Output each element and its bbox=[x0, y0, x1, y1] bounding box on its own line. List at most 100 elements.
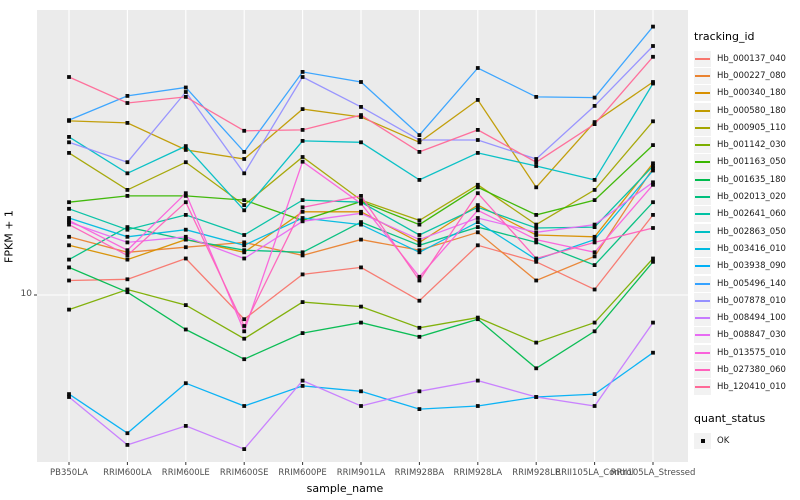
legend-item: Hb_000580_180 bbox=[694, 102, 798, 119]
data-point bbox=[417, 274, 422, 279]
data-point bbox=[534, 157, 539, 161]
data-point bbox=[242, 250, 247, 255]
data-point bbox=[300, 75, 305, 79]
data-point bbox=[417, 278, 422, 283]
legend-key-line-icon bbox=[694, 223, 711, 240]
data-point bbox=[300, 331, 305, 335]
data-point bbox=[183, 85, 188, 90]
x-tick-label: RRIM600LA bbox=[103, 468, 152, 478]
data-point bbox=[417, 222, 422, 227]
data-point bbox=[592, 404, 597, 408]
legend-key-line-icon bbox=[694, 206, 711, 223]
data-point bbox=[359, 222, 363, 227]
data-point bbox=[475, 128, 480, 132]
legend-item-label: Hb_008494_100 bbox=[717, 313, 786, 324]
legend-key-line-icon bbox=[694, 240, 711, 257]
legend-key-line-icon bbox=[694, 119, 711, 136]
data-point bbox=[592, 225, 597, 229]
data-point bbox=[592, 287, 597, 292]
x-tick-label: RRIM600SE bbox=[220, 468, 269, 478]
data-point bbox=[475, 404, 480, 408]
data-point bbox=[67, 234, 71, 239]
data-point bbox=[651, 143, 655, 147]
data-point bbox=[475, 208, 480, 213]
legend-item: Hb_008847_030 bbox=[694, 327, 798, 344]
data-point bbox=[534, 233, 539, 237]
legend-title-quant-status: quant_status bbox=[694, 411, 766, 425]
data-point bbox=[359, 320, 363, 325]
data-point bbox=[242, 240, 247, 245]
data-point bbox=[300, 250, 305, 255]
legend-item-label: Hb_003416_010 bbox=[717, 243, 786, 254]
legend-item: Hb_008494_100 bbox=[694, 309, 798, 327]
data-point bbox=[475, 230, 480, 235]
legend-item-label: Hb_013575_010 bbox=[717, 347, 786, 358]
data-point bbox=[592, 254, 597, 259]
data-point bbox=[592, 178, 597, 182]
data-point bbox=[67, 307, 71, 312]
data-point bbox=[242, 198, 247, 202]
data-point bbox=[125, 160, 130, 165]
data-point bbox=[417, 233, 422, 237]
data-point bbox=[651, 200, 655, 205]
data-point bbox=[417, 237, 422, 242]
data-point bbox=[183, 213, 188, 217]
legend-item-label: Hb_027380_060 bbox=[717, 364, 786, 375]
data-point bbox=[592, 222, 597, 227]
data-point bbox=[300, 128, 305, 132]
data-point bbox=[242, 171, 247, 176]
data-point bbox=[67, 222, 71, 227]
data-point bbox=[67, 206, 71, 211]
data-point bbox=[242, 128, 247, 133]
data-point bbox=[651, 161, 655, 166]
data-point bbox=[125, 171, 130, 176]
data-point bbox=[242, 150, 247, 154]
legend-key-line-icon bbox=[694, 85, 711, 102]
legend-item-label: Hb_007878_010 bbox=[717, 295, 786, 306]
legend-key-line-icon bbox=[694, 379, 711, 396]
data-point bbox=[651, 166, 655, 171]
data-point bbox=[300, 253, 305, 258]
legend-key-line-icon bbox=[694, 292, 711, 309]
data-point bbox=[592, 263, 597, 267]
legend-item-label: Hb_002641_060 bbox=[717, 209, 786, 220]
data-point bbox=[183, 191, 188, 196]
data-point bbox=[125, 227, 130, 232]
data-point bbox=[475, 98, 480, 102]
data-point bbox=[67, 218, 71, 223]
legend-key-line-icon bbox=[694, 361, 711, 378]
data-point bbox=[651, 350, 655, 355]
data-point bbox=[534, 226, 539, 230]
data-point bbox=[475, 182, 480, 187]
data-point bbox=[475, 225, 480, 229]
data-point bbox=[475, 243, 480, 248]
data-point bbox=[125, 248, 130, 253]
data-point bbox=[651, 320, 655, 325]
legend-item: Hb_000227_080 bbox=[694, 67, 798, 84]
data-point bbox=[183, 160, 188, 165]
x-tick-label: RRIM901LA bbox=[337, 468, 386, 478]
legend-item-label: Hb_002013_020 bbox=[717, 192, 786, 203]
data-point bbox=[592, 120, 597, 124]
data-point bbox=[359, 404, 363, 408]
data-point bbox=[417, 133, 422, 137]
legend-item-label: Hb_000227_080 bbox=[717, 70, 786, 81]
data-point bbox=[242, 208, 247, 213]
legend-item: Hb_002863_050 bbox=[694, 223, 798, 240]
data-point bbox=[534, 259, 539, 264]
legend-key-line-icon bbox=[694, 344, 711, 361]
data-point bbox=[300, 107, 305, 111]
data-point bbox=[651, 213, 655, 217]
data-point bbox=[534, 366, 539, 371]
data-point bbox=[592, 104, 597, 108]
data-point bbox=[300, 198, 305, 202]
data-point bbox=[125, 194, 130, 198]
data-point bbox=[417, 389, 422, 394]
data-point bbox=[417, 178, 422, 182]
x-tick-label: RRIM600LE bbox=[162, 468, 210, 478]
data-point bbox=[183, 227, 188, 232]
data-point bbox=[242, 233, 247, 237]
legend-key-line-icon bbox=[694, 50, 711, 67]
